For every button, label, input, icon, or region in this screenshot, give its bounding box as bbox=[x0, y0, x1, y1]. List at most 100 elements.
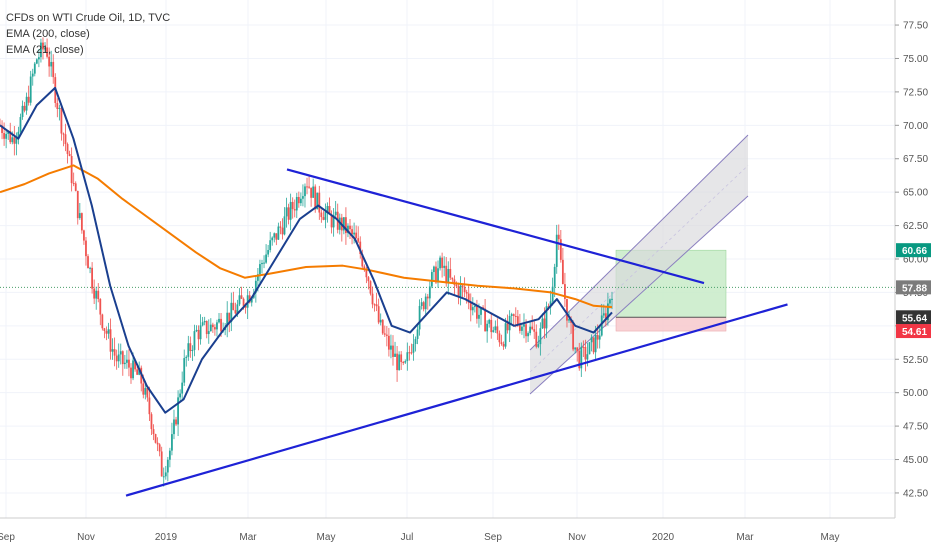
time-axis-label: Nov bbox=[568, 532, 586, 543]
candle-body bbox=[123, 362, 126, 365]
candle-body bbox=[275, 233, 278, 240]
candle-body bbox=[416, 329, 419, 339]
time-axis-label: Jul bbox=[401, 532, 414, 543]
candle-body bbox=[60, 107, 63, 134]
candle-body bbox=[95, 290, 98, 299]
candle-body bbox=[91, 267, 94, 289]
candle-body bbox=[291, 201, 294, 210]
candle-body bbox=[594, 334, 597, 353]
candle-body bbox=[287, 207, 290, 220]
candle-body bbox=[261, 262, 263, 265]
candle-body bbox=[441, 257, 444, 268]
candle-body bbox=[351, 229, 353, 235]
candle-body bbox=[267, 250, 270, 255]
candle-body bbox=[607, 303, 609, 321]
candle-body bbox=[500, 342, 503, 345]
ema200-legend: EMA (200, close) bbox=[6, 28, 90, 40]
candle-body bbox=[29, 76, 32, 103]
candle-body bbox=[424, 296, 427, 310]
candle-body bbox=[496, 326, 499, 334]
candle-body bbox=[549, 301, 552, 308]
chart-title: CFDs on WTI Crude Oil, 1D, TVC bbox=[6, 12, 171, 24]
candle-body bbox=[578, 350, 581, 369]
candle-body bbox=[115, 355, 118, 362]
candle-body bbox=[207, 331, 210, 335]
candle-body bbox=[537, 344, 540, 347]
candle-body bbox=[318, 192, 321, 213]
candle-body bbox=[353, 232, 356, 235]
candle-body bbox=[9, 130, 12, 143]
candle-body bbox=[447, 268, 450, 284]
candle-body bbox=[516, 316, 519, 325]
candle-body bbox=[588, 342, 591, 355]
candle-body bbox=[365, 270, 368, 278]
candle-body bbox=[5, 133, 8, 139]
candle-body bbox=[283, 216, 286, 235]
candle-body bbox=[320, 212, 323, 218]
candle-body bbox=[582, 346, 585, 348]
candle-body bbox=[23, 105, 26, 111]
candle-body bbox=[205, 321, 208, 335]
price-axis-label: 77.50 bbox=[903, 21, 928, 32]
candle-body bbox=[523, 324, 525, 327]
candle-body bbox=[150, 414, 153, 430]
candle-body bbox=[463, 286, 466, 293]
candle-body bbox=[193, 331, 196, 350]
candle-body bbox=[25, 96, 28, 111]
time-axis-label: Mar bbox=[736, 532, 754, 543]
candle-body bbox=[93, 288, 96, 299]
candle-body bbox=[392, 345, 394, 357]
candle-body bbox=[289, 201, 292, 220]
time-axis-label: Nov bbox=[77, 532, 95, 543]
candle-body bbox=[187, 343, 190, 357]
candle-body bbox=[62, 133, 65, 135]
upper-trendline bbox=[286, 168, 705, 285]
candle-body bbox=[152, 429, 155, 435]
candle-body bbox=[414, 338, 417, 345]
candle-body bbox=[576, 347, 579, 351]
candle-body bbox=[228, 312, 231, 323]
candle-body bbox=[281, 227, 284, 235]
candle-body bbox=[402, 362, 405, 364]
candle-body bbox=[48, 56, 51, 67]
candle-body bbox=[379, 319, 382, 323]
candle-body bbox=[130, 367, 132, 379]
candle-body bbox=[510, 314, 513, 316]
price-axis-label: 67.50 bbox=[903, 154, 928, 165]
candle-body bbox=[37, 57, 40, 60]
candle-body bbox=[17, 131, 20, 138]
candle-body bbox=[492, 330, 495, 333]
candle-body bbox=[410, 352, 413, 354]
stop-price-label: 54.61 bbox=[902, 327, 927, 338]
candle-body bbox=[13, 137, 16, 144]
candle-body bbox=[19, 117, 22, 132]
lower-trendline bbox=[125, 303, 788, 497]
candle-body bbox=[371, 293, 374, 305]
candle-body bbox=[469, 302, 472, 311]
candle-body bbox=[87, 256, 89, 269]
price-axis-label: 72.50 bbox=[903, 87, 928, 98]
candle-body bbox=[128, 359, 130, 368]
candle-body bbox=[109, 329, 112, 352]
candle-body bbox=[199, 325, 202, 340]
candle-body bbox=[50, 61, 53, 67]
ema200-line bbox=[0, 164, 613, 309]
candle-body bbox=[279, 226, 282, 228]
candle-body bbox=[480, 307, 482, 315]
candle-body bbox=[566, 298, 568, 321]
candle-body bbox=[316, 192, 319, 210]
channel-lower-line bbox=[529, 195, 749, 395]
candle-body bbox=[297, 196, 300, 204]
candle-body bbox=[175, 419, 177, 425]
candle-body bbox=[609, 299, 611, 304]
candle-body bbox=[357, 238, 360, 242]
candle-body bbox=[406, 352, 409, 362]
candle-body bbox=[265, 254, 267, 263]
candle-body bbox=[369, 281, 372, 294]
candle-body bbox=[387, 335, 390, 350]
candle-body bbox=[590, 337, 593, 343]
candle-body bbox=[244, 305, 247, 308]
candle-body bbox=[70, 155, 73, 184]
